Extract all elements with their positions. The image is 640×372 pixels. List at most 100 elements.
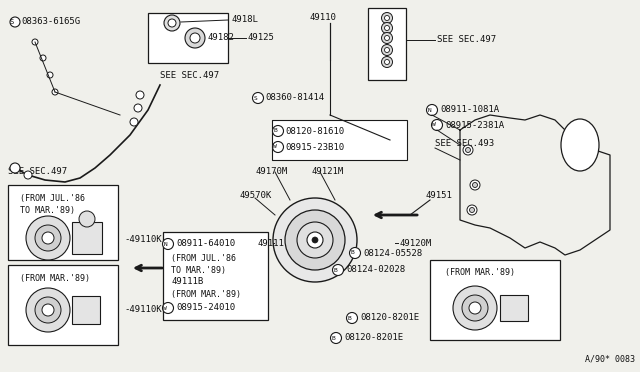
Text: B: B <box>273 128 277 134</box>
Text: S: S <box>10 19 14 25</box>
Text: 08124-02028: 08124-02028 <box>346 266 405 275</box>
Circle shape <box>385 26 390 31</box>
Text: 49570K: 49570K <box>240 190 272 199</box>
Circle shape <box>134 104 142 112</box>
Text: TO MAR.'89): TO MAR.'89) <box>20 205 75 215</box>
Text: 49120M: 49120M <box>400 238 432 247</box>
Text: 08915-23B10: 08915-23B10 <box>285 142 344 151</box>
Circle shape <box>26 288 70 332</box>
Circle shape <box>253 93 264 103</box>
Text: (FROM MAR.'89): (FROM MAR.'89) <box>20 273 90 282</box>
Circle shape <box>462 295 488 321</box>
Circle shape <box>472 183 477 187</box>
Circle shape <box>312 237 318 243</box>
Circle shape <box>465 148 470 153</box>
Bar <box>8 265 118 345</box>
Circle shape <box>453 286 497 330</box>
Circle shape <box>381 57 392 67</box>
Bar <box>72 222 102 254</box>
Circle shape <box>346 312 358 324</box>
Text: 49170M: 49170M <box>255 167 287 176</box>
Text: 49121M: 49121M <box>312 167 344 176</box>
Circle shape <box>307 232 323 248</box>
Circle shape <box>385 35 390 41</box>
Circle shape <box>467 205 477 215</box>
Text: B: B <box>347 315 351 321</box>
Circle shape <box>273 141 284 153</box>
Text: 49110: 49110 <box>310 13 337 22</box>
Text: A/90* 0083: A/90* 0083 <box>585 355 635 364</box>
Text: 08915-24010: 08915-24010 <box>176 304 235 312</box>
Circle shape <box>381 22 392 33</box>
Bar <box>272 120 407 160</box>
Text: SEE SEC.497: SEE SEC.497 <box>437 35 496 45</box>
Circle shape <box>136 91 144 99</box>
Text: W: W <box>273 144 277 150</box>
Text: 08363-6165G: 08363-6165G <box>21 17 80 26</box>
Bar <box>430 260 560 340</box>
Text: 08120-8201E: 08120-8201E <box>360 314 419 323</box>
Circle shape <box>40 55 46 61</box>
Text: N: N <box>163 241 167 247</box>
Circle shape <box>24 171 32 179</box>
Bar <box>8 185 118 260</box>
Circle shape <box>163 238 173 250</box>
Text: S: S <box>253 96 257 100</box>
Text: 49182: 49182 <box>208 33 235 42</box>
Circle shape <box>273 125 284 137</box>
Circle shape <box>163 302 173 314</box>
Text: (FROM MAR.'89): (FROM MAR.'89) <box>445 269 515 278</box>
Text: B: B <box>331 336 335 340</box>
Text: 49151: 49151 <box>425 190 452 199</box>
Bar <box>368 8 406 80</box>
Text: -49110K: -49110K <box>124 235 162 244</box>
Circle shape <box>330 333 342 343</box>
Text: 4918L: 4918L <box>232 16 259 25</box>
Text: W: W <box>432 122 436 128</box>
Circle shape <box>42 232 54 244</box>
Text: 08124-05528: 08124-05528 <box>363 248 422 257</box>
Circle shape <box>297 222 333 258</box>
Text: N: N <box>427 108 431 112</box>
Circle shape <box>164 15 180 31</box>
Text: 08120-8201E: 08120-8201E <box>344 334 403 343</box>
Text: 08911-64010: 08911-64010 <box>176 240 235 248</box>
Text: (FROM MAR.'89): (FROM MAR.'89) <box>171 289 241 298</box>
Circle shape <box>463 145 473 155</box>
Bar <box>500 295 528 321</box>
Text: 08911-1081A: 08911-1081A <box>440 106 499 115</box>
Circle shape <box>79 211 95 227</box>
Text: SEE SEC.497: SEE SEC.497 <box>8 167 67 176</box>
Text: B: B <box>333 267 337 273</box>
Bar <box>72 296 100 324</box>
Circle shape <box>381 13 392 23</box>
Text: SEE SEC.493: SEE SEC.493 <box>435 138 494 148</box>
Bar <box>148 13 228 63</box>
Ellipse shape <box>561 119 599 171</box>
Circle shape <box>10 163 20 173</box>
Circle shape <box>349 247 360 259</box>
Circle shape <box>426 105 438 115</box>
Bar <box>315 210 395 275</box>
Text: 08120-81610: 08120-81610 <box>285 126 344 135</box>
Circle shape <box>431 119 442 131</box>
Circle shape <box>385 48 390 52</box>
Circle shape <box>273 198 357 282</box>
Circle shape <box>185 28 205 48</box>
Circle shape <box>32 39 38 45</box>
Text: 08915-2381A: 08915-2381A <box>445 121 504 129</box>
Text: 08360-81414: 08360-81414 <box>265 93 324 103</box>
Circle shape <box>333 264 344 276</box>
Circle shape <box>35 225 61 251</box>
Circle shape <box>42 304 54 316</box>
Circle shape <box>26 216 70 260</box>
Circle shape <box>168 19 176 27</box>
Circle shape <box>470 208 474 212</box>
Circle shape <box>470 180 480 190</box>
Circle shape <box>381 32 392 44</box>
Circle shape <box>10 17 20 27</box>
Text: 49125: 49125 <box>248 33 275 42</box>
Circle shape <box>381 45 392 55</box>
Circle shape <box>52 89 58 95</box>
Circle shape <box>285 210 345 270</box>
